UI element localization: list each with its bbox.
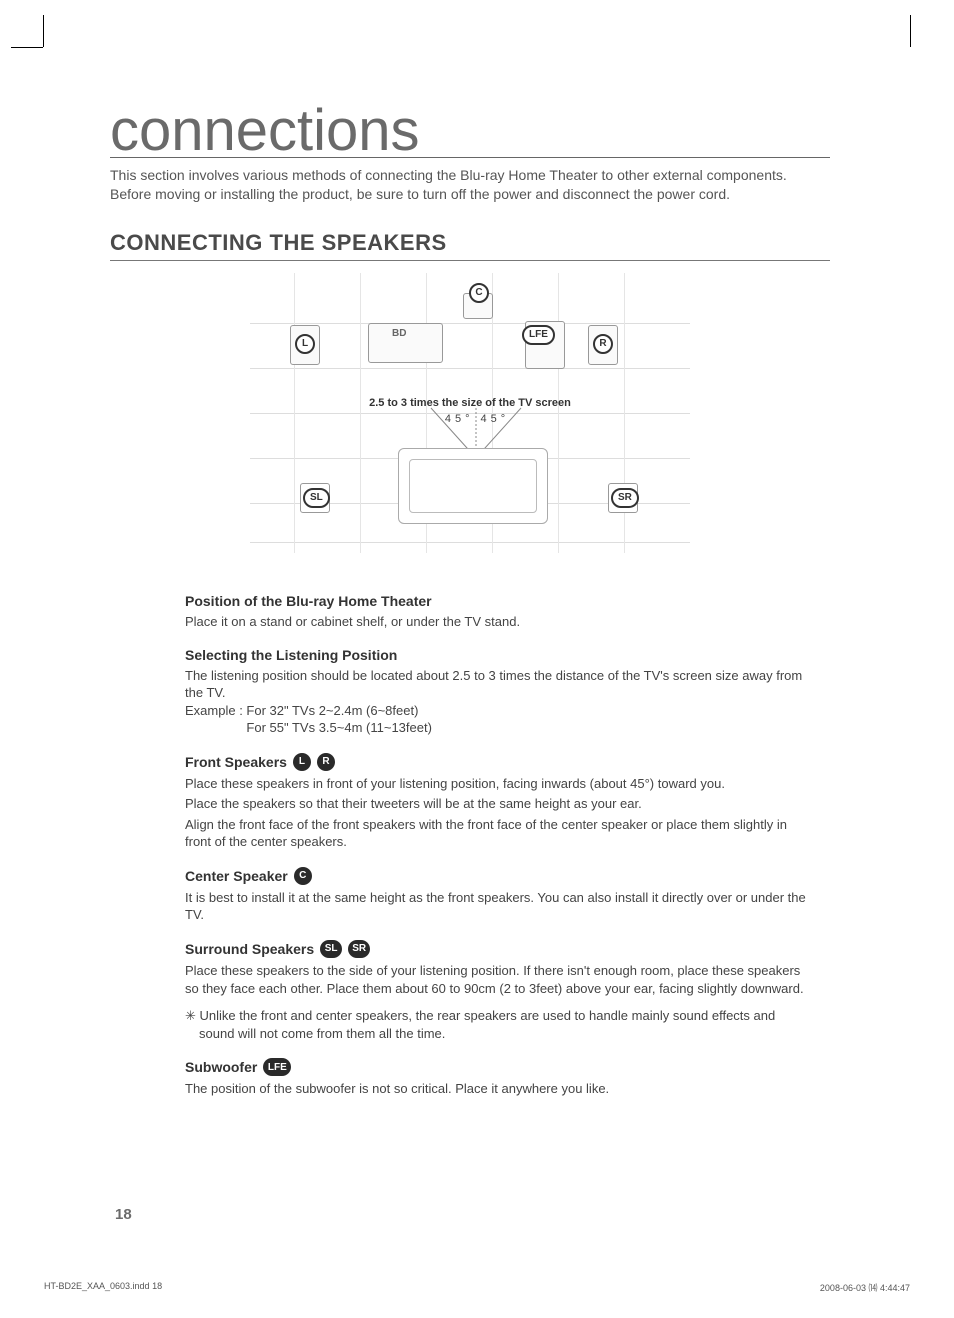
crop-mark xyxy=(910,15,911,47)
crop-mark xyxy=(11,47,43,48)
surround-heading: Surround Speakers SL SR xyxy=(185,940,810,958)
title-row: connections xyxy=(110,105,830,158)
c-badge-icon: C xyxy=(294,867,312,885)
crop-mark xyxy=(43,15,44,47)
front-heading: Front Speakers L R xyxy=(185,753,810,771)
section-heading: CONNECTING THE SPEAKERS xyxy=(110,230,830,261)
r-icon: R xyxy=(593,334,613,354)
page-number: 18 xyxy=(115,1206,132,1223)
center-heading: Center Speaker C xyxy=(185,867,810,885)
listening-text-2: Example : For 32" TVs 2~2.4m (6~8feet) xyxy=(185,702,810,720)
r-label: R xyxy=(593,334,613,354)
front-text-2: Place the speakers so that their tweeter… xyxy=(185,795,810,813)
sr-label: SR xyxy=(611,488,639,508)
lfe-icon: LFE xyxy=(522,325,555,345)
footer-left: HT-BD2E_XAA_0603.indd 18 xyxy=(44,1281,162,1294)
sub-heading: Subwoofer LFE xyxy=(185,1058,810,1076)
front-heading-text: Front Speakers xyxy=(185,754,287,770)
page-title: connections xyxy=(110,105,420,157)
listening-text-1: The listening position should be located… xyxy=(185,667,810,702)
center-text: It is best to install it at the same hei… xyxy=(185,889,810,924)
sr-badge-icon: SR xyxy=(348,940,370,958)
sub-text: The position of the subwoofer is not so … xyxy=(185,1080,810,1098)
c-icon: C xyxy=(469,283,489,303)
speaker-layout-diagram: C BD LFE L R 2.5 to 3 times the size of … xyxy=(250,273,690,553)
angle-left: 45° xyxy=(445,413,474,425)
l-badge-icon: L xyxy=(293,753,311,771)
surround-text: Place these speakers to the side of your… xyxy=(185,962,810,997)
sl-badge-icon: SL xyxy=(320,940,342,958)
angle-right: 45° xyxy=(481,413,510,425)
manual-page: connections This section involves variou… xyxy=(0,0,954,1318)
front-text-3: Align the front face of the front speake… xyxy=(185,816,810,851)
lfe-label: LFE xyxy=(522,325,555,345)
listening-heading: Selecting the Listening Position xyxy=(185,647,810,663)
angle-labels: 45° 45° xyxy=(427,413,527,425)
sl-label: SL xyxy=(303,488,330,508)
l-icon: L xyxy=(295,334,315,354)
sr-icon: SR xyxy=(611,488,639,508)
center-label: C xyxy=(469,283,489,303)
surround-note: ✳ Unlike the front and center speakers, … xyxy=(185,1007,810,1042)
l-label: L xyxy=(295,334,315,354)
lfe-badge-icon: LFE xyxy=(263,1058,291,1076)
sl-icon: SL xyxy=(303,488,330,508)
sub-heading-text: Subwoofer xyxy=(185,1059,257,1075)
r-badge-icon: R xyxy=(317,753,335,771)
listening-text-3: For 55" TVs 3.5~4m (11~13feet) xyxy=(185,719,810,737)
position-text: Place it on a stand or cabinet shelf, or… xyxy=(185,613,810,631)
bd-label: BD xyxy=(392,328,406,339)
center-heading-text: Center Speaker xyxy=(185,868,288,884)
surround-heading-text: Surround Speakers xyxy=(185,941,314,957)
front-text-1: Place these speakers in front of your li… xyxy=(185,775,810,793)
print-footer: HT-BD2E_XAA_0603.indd 18 2008-06-03 ⒁ 4:… xyxy=(44,1281,910,1294)
footer-right: 2008-06-03 ⒁ 4:44:47 xyxy=(820,1281,910,1294)
couch-icon xyxy=(398,448,548,524)
intro-text: This section involves various methods of… xyxy=(110,166,830,204)
body-text: Position of the Blu-ray Home Theater Pla… xyxy=(110,593,830,1098)
content-area: connections This section involves variou… xyxy=(110,105,830,1098)
position-heading: Position of the Blu-ray Home Theater xyxy=(185,593,810,609)
